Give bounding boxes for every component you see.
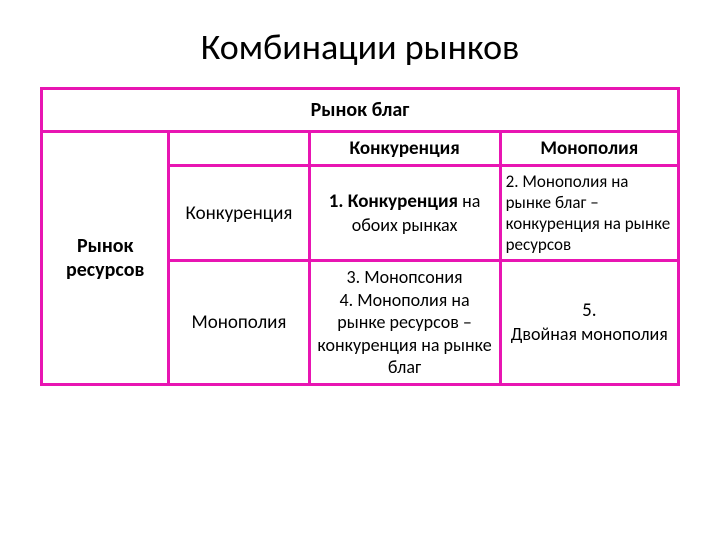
page-title: Комбинации рынков (40, 25, 680, 69)
rowlabel-monopoly: Монополия (169, 261, 309, 385)
colhead-competition: Конкуренция (309, 132, 500, 166)
colhead-monopoly: Монополия (500, 132, 678, 166)
cell-2-monopoly-goods: 2. Монополия на рынке благ – конкуренция… (500, 166, 678, 261)
corner-empty (169, 132, 309, 166)
market-combinations-table: Рынок благ Рынок ресурсов Конкуренция Мо… (40, 87, 680, 386)
rowlabel-competition: Конкуренция (169, 166, 309, 261)
top-header: Рынок благ (42, 89, 679, 132)
cell-3-4-monopsony: 3. Монопсония 4. Монополия на рынке ресу… (309, 261, 500, 385)
cell-5-double-monopoly: 5. Двойная монополия (500, 261, 678, 385)
row-header: Рынок ресурсов (42, 132, 169, 385)
cell-1-competition: 1. Конкуренция на обоих рынках (309, 166, 500, 261)
